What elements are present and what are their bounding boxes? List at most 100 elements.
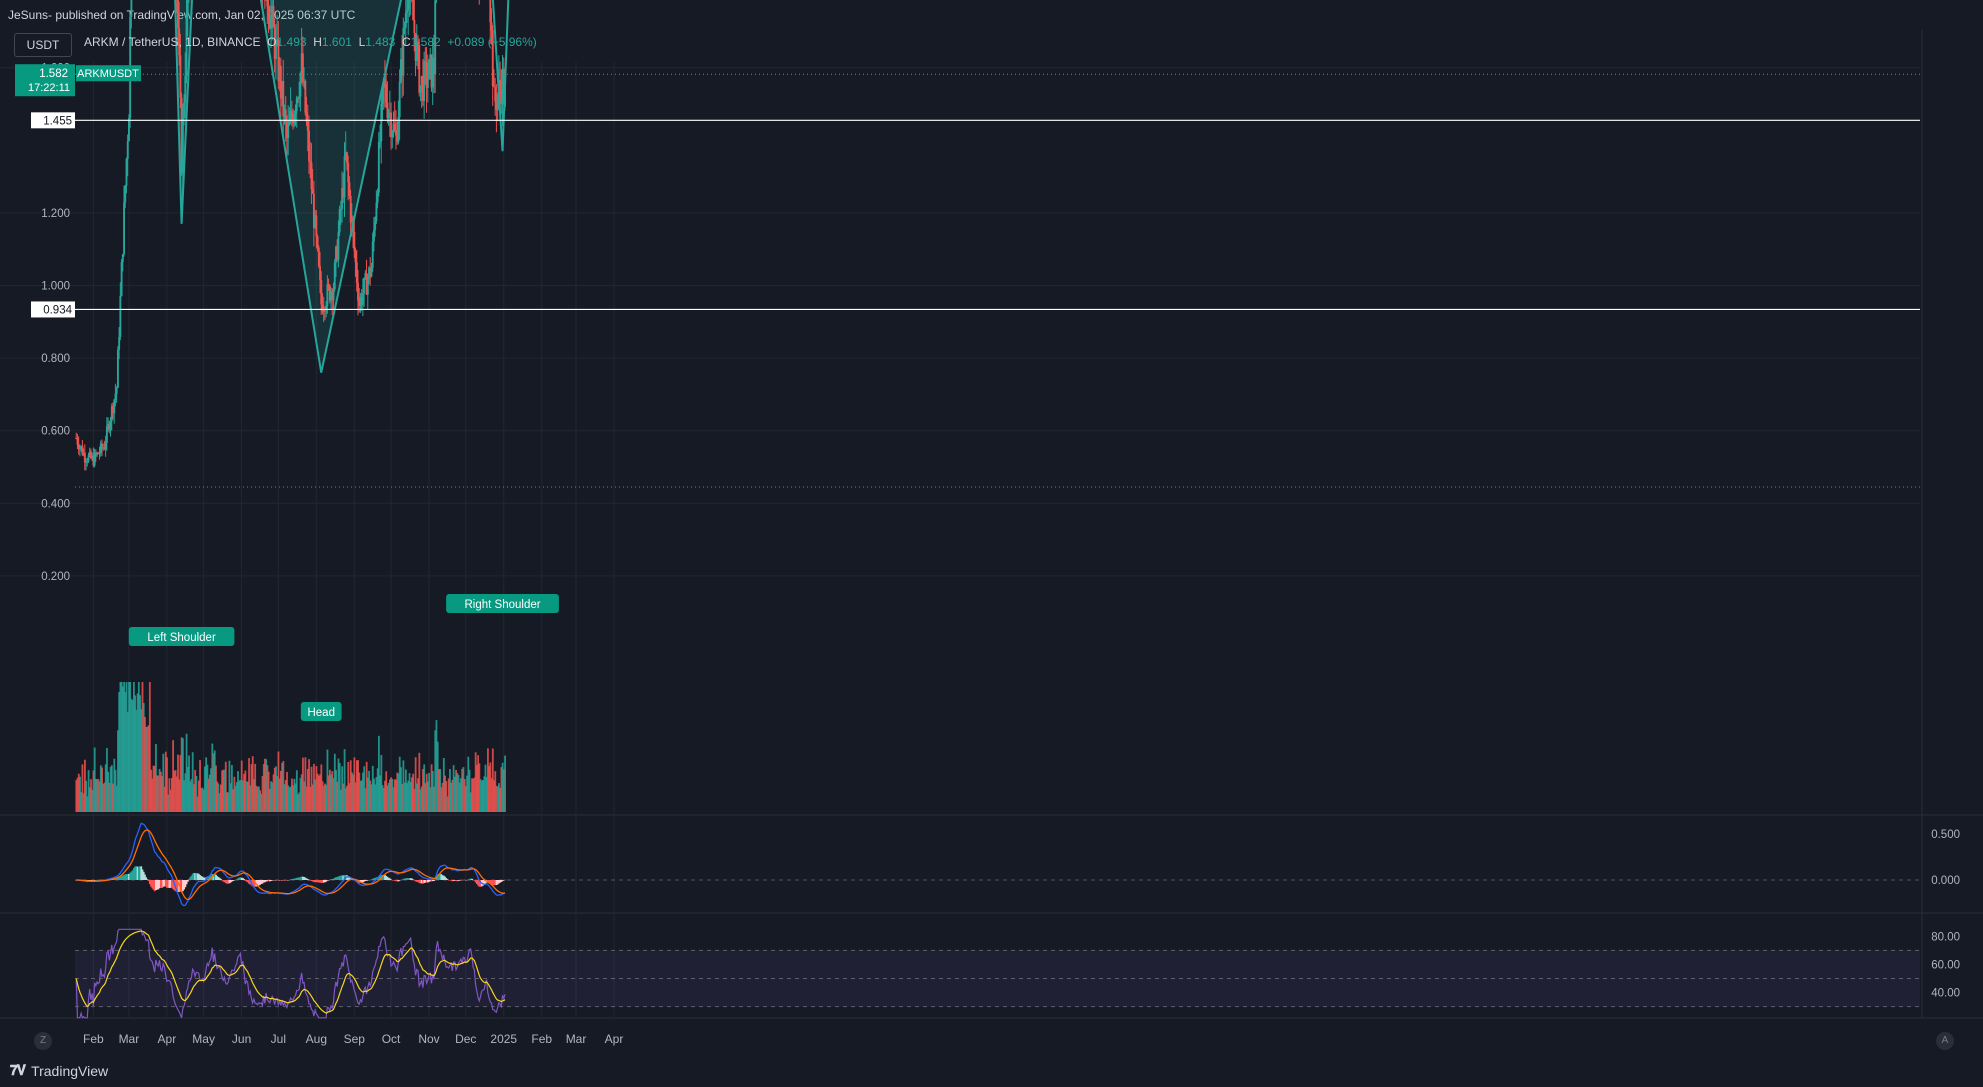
open-value: 1.493 <box>276 35 307 49</box>
macd-hist-bar <box>204 877 206 880</box>
volume-bar <box>162 753 165 812</box>
volume-bar <box>327 775 330 812</box>
macd-hist-bar <box>257 880 260 886</box>
zoom-reset-button[interactable]: Z <box>34 1032 52 1050</box>
volume-bar <box>419 789 422 812</box>
macd-hist-bar <box>341 875 344 880</box>
macd-hist-bar <box>270 880 272 881</box>
candle-body <box>422 76 424 102</box>
volume-bar <box>353 757 356 812</box>
x-tick-label: Sep <box>344 1032 366 1046</box>
candle-body <box>109 420 112 430</box>
macd-hist-bar <box>223 880 226 883</box>
candle-body <box>331 291 334 301</box>
macd-hist-bar <box>170 880 173 888</box>
volume-bar <box>302 757 304 812</box>
countdown-tag: 17:22:11 <box>28 82 70 94</box>
candle-body <box>287 124 290 139</box>
macd-hist-bar <box>202 877 205 880</box>
volume-bar <box>185 733 188 812</box>
candle-body <box>279 65 282 99</box>
volume-bar <box>118 691 121 812</box>
macd-hist-bar <box>239 877 242 880</box>
volume-bar <box>121 686 124 812</box>
volume-bar <box>92 770 95 812</box>
volume-bar <box>332 778 335 812</box>
volume-bar <box>489 762 492 812</box>
candle-body <box>306 121 309 131</box>
macd-hist-bar <box>305 878 308 880</box>
macd-hist-bar <box>194 873 197 880</box>
candle-body <box>433 58 435 74</box>
candle-body <box>184 76 187 103</box>
volume-bar <box>403 782 406 812</box>
macd-hist-bar <box>360 880 363 883</box>
candle-body <box>124 185 127 203</box>
volume-bar <box>461 768 464 812</box>
auto-scale-button[interactable]: A <box>1936 1032 1954 1050</box>
macd-hist-bar <box>451 880 454 882</box>
macd-hist-bar <box>385 875 388 880</box>
macd-hist-bar <box>272 880 275 881</box>
volume-bar <box>422 769 424 812</box>
candle-body <box>115 387 118 394</box>
candle-body <box>396 135 399 142</box>
rsi-y-tick-label: 60.00 <box>1931 959 1960 971</box>
macd-hist-bar <box>493 880 495 886</box>
macd-hist-bar <box>445 878 448 880</box>
candle-body <box>290 111 293 118</box>
rsi-y-tick-label: 40.00 <box>1931 988 1960 1000</box>
candle-body <box>391 133 394 138</box>
symbol-tag-bg <box>76 65 141 82</box>
volume-bar <box>341 766 344 812</box>
volume-bar <box>77 773 80 812</box>
currency-selector[interactable]: USDT <box>14 33 72 57</box>
macd-signal-line <box>76 829 506 901</box>
volume-bar <box>157 775 160 812</box>
macd-hist-bar <box>275 880 277 881</box>
macd-hist-bar <box>293 878 296 880</box>
candle-body <box>108 423 111 430</box>
volume-bar <box>267 771 270 812</box>
candle-body <box>419 85 422 93</box>
volume-bar <box>330 774 333 812</box>
volume-bar <box>379 775 382 812</box>
macd-hist-bar <box>433 880 435 882</box>
candle-body <box>344 152 347 157</box>
candle-body <box>417 41 419 45</box>
volume-bar <box>137 682 140 812</box>
volume-bar <box>436 741 439 812</box>
macd-hist-bar <box>140 866 143 880</box>
candle-body <box>282 81 285 117</box>
macd-hist-bar <box>397 880 400 882</box>
macd-hist-bar <box>87 880 90 881</box>
macd-hist-bar <box>473 880 476 881</box>
macd-hist-bar <box>120 875 123 880</box>
volume-bar <box>140 709 143 812</box>
volume-bar <box>452 765 455 812</box>
macd-hist-bar <box>281 880 284 881</box>
volume-bar <box>275 766 277 812</box>
candle-body <box>494 87 497 102</box>
macd-hist-bar <box>253 880 255 887</box>
macd-hist-bar <box>292 878 295 880</box>
macd-hist-bar <box>500 880 503 883</box>
macd-hist-bar <box>468 878 471 880</box>
x-tick-label: Oct <box>382 1032 401 1046</box>
macd-hist-bar <box>417 880 419 883</box>
candle-body <box>266 0 269 7</box>
symbol-legend: ARKM / TetherUS, 1D, BINANCE O1.493 H1.6… <box>84 35 537 49</box>
tradingview-logo[interactable]: 𝟕𝐕 TradingView <box>10 1062 108 1079</box>
macd-hist-bar <box>337 876 340 880</box>
candle-body <box>275 40 277 60</box>
volume-bar <box>458 782 461 812</box>
volume-bar <box>251 756 254 812</box>
volume-bar <box>446 796 449 812</box>
volume-bar <box>272 774 275 812</box>
macd-hist-bar <box>362 880 364 883</box>
macd-hist-bar <box>378 876 380 880</box>
macd-hist-bar <box>297 877 299 880</box>
volume-bar <box>108 782 111 812</box>
candle-body <box>370 267 373 277</box>
